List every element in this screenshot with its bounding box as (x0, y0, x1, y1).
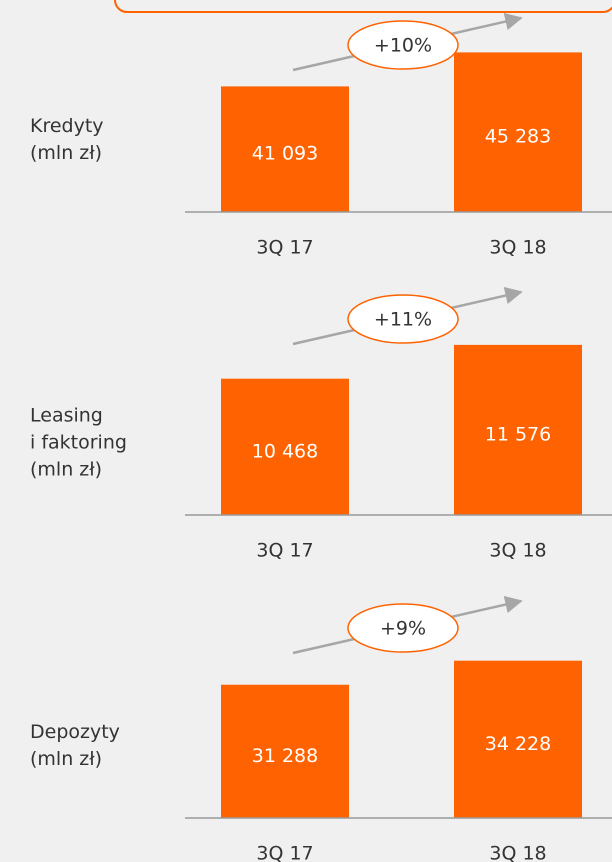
annotation-bubble (347, 294, 459, 344)
y-axis-label: (mln zł) (30, 142, 102, 164)
x-tick-label: 3Q 18 (489, 237, 546, 259)
annotation: +10% (374, 35, 432, 57)
bar (221, 86, 349, 212)
annotation: +11% (374, 309, 432, 331)
y-axis-label: (mln zł) (30, 459, 102, 481)
bar (454, 344, 582, 515)
value-label: 45 283 (485, 126, 551, 148)
x-tick-label: 3Q 18 (489, 540, 546, 562)
bar (454, 52, 582, 212)
y-axis-label: (mln zł) (30, 748, 102, 770)
value-label: 34 228 (485, 733, 551, 755)
bar (221, 378, 349, 515)
annotation-bubble (347, 603, 459, 653)
value-label: 11 576 (485, 423, 551, 445)
y-axis-label: Kredyty (30, 115, 104, 137)
bar (221, 684, 349, 818)
value-label: 41 093 (252, 143, 318, 165)
value-label: 10 468 (252, 440, 318, 462)
x-tick-label: 3Q 17 (256, 237, 313, 259)
y-axis-label: i faktoring (30, 432, 127, 454)
annotation: +9% (380, 618, 426, 640)
y-axis-label: Leasing (30, 405, 103, 427)
x-tick-label: 3Q 17 (256, 540, 313, 562)
bar (454, 660, 582, 818)
y-axis-label: Depozyty (30, 721, 120, 743)
x-tick-label: 3Q 18 (489, 843, 546, 862)
top-box (114, 0, 612, 13)
x-tick-label: 3Q 17 (256, 843, 313, 862)
value-label: 31 288 (252, 745, 318, 767)
annotation-bubble (347, 20, 459, 70)
